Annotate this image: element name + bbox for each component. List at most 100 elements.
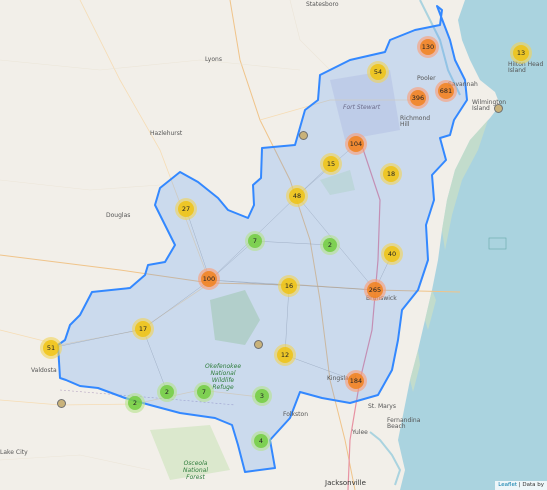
marker-cluster[interactable]: 104 — [345, 133, 367, 155]
location-marker[interactable] — [299, 131, 308, 140]
swamp-area — [210, 290, 260, 345]
cluster-count: 7 — [248, 234, 262, 248]
marker-cluster[interactable]: 13 — [510, 42, 532, 64]
marsh-south — [410, 290, 436, 392]
marker-cluster[interactable]: 40 — [381, 243, 403, 265]
attribution-data: Data by — [522, 482, 544, 488]
cluster-count: 100 — [201, 271, 217, 287]
place-label: Wilmington Island — [472, 99, 507, 112]
minor-road — [289, 0, 331, 71]
cluster-count: 265 — [367, 282, 383, 298]
place-label: Richmond Hill — [400, 115, 431, 128]
cluster-count: 18 — [383, 166, 399, 182]
marker-cluster[interactable]: 265 — [364, 279, 386, 301]
cluster-count: 2 — [323, 238, 337, 252]
place-label: Statesboro — [306, 1, 339, 8]
cluster-count: 681 — [438, 83, 454, 99]
highway — [229, 0, 356, 490]
highway — [0, 254, 461, 293]
cluster-count: 7 — [197, 385, 211, 399]
marker-cluster[interactable]: 130 — [417, 36, 439, 58]
marker-cluster[interactable]: 7 — [245, 231, 265, 251]
place-label: Jacksonville — [325, 479, 366, 487]
cluster-count: 3 — [255, 389, 269, 403]
park-label: Osceola National Forest — [183, 460, 209, 481]
place-label: Fernandina Beach — [387, 417, 421, 430]
marker-cluster[interactable]: 48 — [286, 185, 308, 207]
location-marker[interactable] — [57, 399, 66, 408]
ocean — [398, 0, 547, 490]
place-label: Hilton Head Island — [508, 61, 544, 74]
place-label: Lyons — [205, 56, 222, 63]
road — [259, 99, 420, 121]
cluster-count: 2 — [160, 385, 174, 399]
cluster-count: 4 — [254, 434, 268, 448]
offshore-box — [488, 237, 507, 250]
marker-cluster[interactable]: 17 — [132, 318, 154, 340]
cluster-count: 17 — [135, 321, 151, 337]
cluster-count: 48 — [289, 188, 305, 204]
map-attribution: Leaflet | Data by — [495, 481, 547, 490]
place-label: Fort Stewart — [343, 104, 381, 111]
marker-cluster[interactable]: 184 — [345, 370, 367, 392]
minor-road — [0, 179, 161, 191]
marker-cluster[interactable]: 2 — [157, 382, 177, 402]
minor-road — [0, 59, 301, 71]
minor-road — [0, 454, 151, 471]
place-label: Yulee — [352, 429, 368, 436]
marker-cluster[interactable]: 51 — [40, 337, 62, 359]
place-label: Kingsland — [327, 375, 357, 382]
place-label: Savannah — [448, 81, 478, 88]
cluster-count: 27 — [178, 201, 194, 217]
marker-cluster[interactable]: 100 — [198, 268, 220, 290]
cluster-count: 13 — [513, 45, 529, 61]
place-label: Pooler — [417, 75, 436, 82]
cluster-count: 40 — [384, 246, 400, 262]
cluster-count: 2 — [128, 396, 142, 410]
location-marker[interactable] — [494, 104, 503, 113]
marker-cluster[interactable]: 3 — [252, 386, 272, 406]
marker-cluster[interactable]: 2 — [125, 393, 145, 413]
wood-area — [320, 170, 355, 195]
cluster-count: 54 — [370, 64, 386, 80]
military-area — [330, 70, 400, 140]
cluster-count: 51 — [43, 340, 59, 356]
state-border — [59, 389, 236, 406]
place-label: Folkston — [283, 411, 309, 418]
place-label: Valdosta — [31, 367, 57, 374]
st-marys-river — [369, 431, 402, 486]
place-label: Lake City — [0, 449, 28, 456]
cluster-count: 16 — [281, 278, 297, 294]
marsh — [442, 120, 488, 250]
savannah-river — [419, 0, 461, 96]
attribution-separator: | — [517, 482, 523, 488]
interstate-95 — [347, 139, 381, 490]
marker-cluster[interactable]: 54 — [367, 61, 389, 83]
cluster-count: 184 — [348, 373, 364, 389]
marker-cluster[interactable]: 7 — [194, 382, 214, 402]
marker-cluster[interactable]: 681 — [435, 80, 457, 102]
marker-cluster[interactable]: 396 — [407, 87, 429, 109]
place-label: Hazlehurst — [150, 130, 183, 137]
park-label: Okefenokee National Wildlife Refuge — [205, 363, 242, 391]
marker-cluster[interactable]: 2 — [320, 235, 340, 255]
marker-cluster[interactable]: 16 — [278, 275, 300, 297]
cluster-count: 15 — [323, 156, 339, 172]
location-marker[interactable] — [254, 340, 263, 349]
cluster-count: 396 — [410, 90, 426, 106]
marker-cluster[interactable]: 27 — [175, 198, 197, 220]
cluster-count: 12 — [277, 347, 293, 363]
marker-cluster[interactable]: 15 — [320, 153, 342, 175]
leaflet-link[interactable]: Leaflet — [498, 482, 517, 488]
road — [0, 282, 211, 346]
forest-area — [150, 425, 230, 480]
marker-cluster[interactable]: 18 — [380, 163, 402, 185]
marker-cluster[interactable]: 4 — [251, 431, 271, 451]
place-label: St. Marys — [368, 403, 396, 410]
place-label: Douglas — [106, 212, 131, 219]
cluster-count: 130 — [420, 39, 436, 55]
marker-cluster[interactable]: 12 — [274, 344, 296, 366]
cluster-count: 104 — [348, 136, 364, 152]
